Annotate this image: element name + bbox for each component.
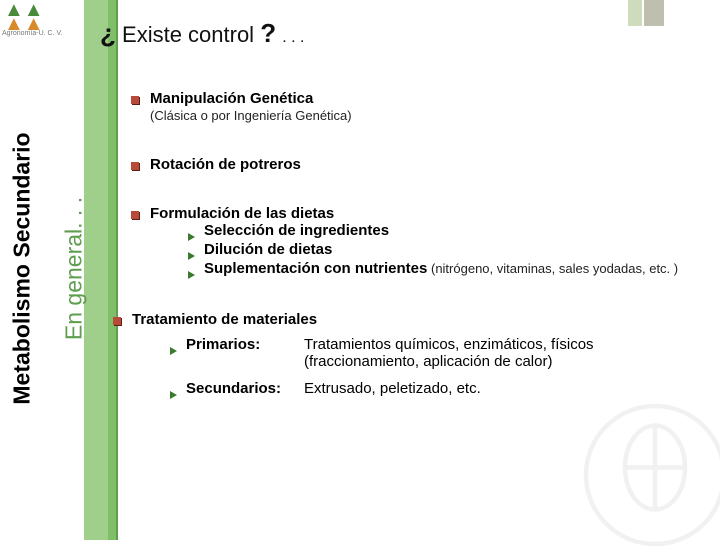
item3-sub3-bold: Suplementación con nutrientes (204, 260, 427, 277)
open-question-mark: ¿ (100, 18, 116, 48)
bullet-icon (130, 210, 140, 220)
item3-sub-3: Suplementación con nutrientes (nitrógeno… (150, 260, 700, 277)
item4-title: Tratamiento de materiales (132, 311, 700, 328)
green-stripe (108, 0, 116, 540)
item3-sub-1: Selección de ingredientes (150, 222, 700, 239)
item4-row1-label: Primarios: (186, 336, 296, 353)
arrow-icon (170, 342, 180, 352)
title-text: Existe control (122, 22, 254, 47)
logo: ▲▲ ▲▲ (4, 4, 64, 32)
bullet-4-body: Tratamiento de materiales Primarios: Tra… (132, 311, 700, 399)
item4-row2-text: Extrusado, peletizado, etc. (296, 380, 700, 397)
top-accent-strip-2 (628, 0, 642, 26)
arrow-icon (188, 266, 198, 276)
item2-title: Rotación de potreros (150, 156, 700, 173)
item4-row-2: Secundarios: Extrusado, peletizado, etc. (132, 380, 700, 397)
item4-row2-label: Secundarios: (186, 380, 296, 397)
item1-title: Manipulación Genética (150, 90, 313, 107)
green-stripe (84, 0, 108, 540)
item1-note: (Clásica o por Ingeniería Genética) (150, 108, 352, 123)
watermark-icon (580, 400, 720, 550)
close-question-mark: ? (260, 18, 276, 48)
logo-bottom-glyph: ▲▲ (4, 18, 64, 30)
bullet-icon (130, 161, 140, 171)
item3-sub3-tail: (nitrógeno, vitaminas, sales yodadas, et… (427, 261, 678, 276)
top-accent-strip-1 (644, 0, 664, 26)
bullet-icon (112, 316, 122, 326)
affiliation-text: Agronomía-U. C. V. (2, 30, 62, 37)
item3-title: Formulación de las dietas (150, 205, 700, 222)
arrow-icon (188, 228, 198, 238)
vertical-title-main: Metabolismo Secundario (9, 119, 36, 419)
arrow-icon (170, 386, 180, 396)
title-ellipsis: . . . (282, 29, 304, 46)
bullet-item-3: Formulación de las dietas Selección de i… (130, 205, 700, 279)
item4-row1-text: Tratamientos químicos, enzimáticos, físi… (296, 336, 700, 370)
bullet-icon (130, 95, 140, 105)
bullet-item-4: Tratamiento de materiales Primarios: Tra… (112, 311, 700, 399)
slide-title: ¿ Existe control ? . . . (100, 18, 304, 49)
content-area: Manipulación Genética (Clásica o por Ing… (130, 90, 700, 405)
item4-row-1: Primarios: Tratamientos químicos, enzimá… (132, 336, 700, 370)
green-stripe (116, 0, 118, 540)
bullet-item-1: Manipulación Genética (Clásica o por Ing… (130, 90, 700, 124)
arrow-icon (188, 247, 198, 257)
bullet-1-body: Manipulación Genética (Clásica o por Ing… (150, 90, 700, 124)
vertical-title-sub: En general. . . (61, 119, 88, 419)
bullet-3-body: Formulación de las dietas Selección de i… (150, 205, 700, 279)
bullet-item-2: Rotación de potreros (130, 156, 700, 173)
item3-sub-2: Dilución de dietas (150, 241, 700, 258)
